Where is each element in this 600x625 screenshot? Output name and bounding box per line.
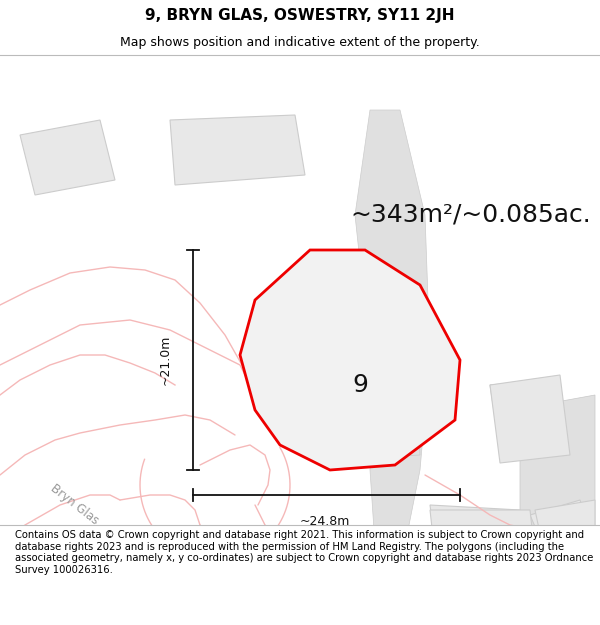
Polygon shape — [355, 110, 430, 545]
Polygon shape — [530, 500, 595, 550]
Polygon shape — [270, 545, 490, 580]
Text: 9, BRYN GLAS, OSWESTRY, SY11 2JH: 9, BRYN GLAS, OSWESTRY, SY11 2JH — [145, 8, 455, 23]
Polygon shape — [490, 375, 570, 463]
Polygon shape — [240, 250, 460, 470]
Polygon shape — [430, 510, 535, 555]
Text: Map shows position and indicative extent of the property.: Map shows position and indicative extent… — [120, 36, 480, 49]
Polygon shape — [20, 120, 115, 195]
Polygon shape — [490, 380, 560, 450]
Polygon shape — [305, 325, 420, 460]
Text: Contains OS data © Crown copyright and database right 2021. This information is : Contains OS data © Crown copyright and d… — [15, 530, 593, 575]
Text: ~24.8m: ~24.8m — [300, 515, 350, 528]
Text: Bryn Glas: Bryn Glas — [49, 482, 101, 528]
Polygon shape — [535, 500, 595, 557]
Text: ~21.0m: ~21.0m — [158, 335, 172, 385]
Polygon shape — [520, 395, 595, 580]
Text: 9: 9 — [352, 373, 368, 397]
Polygon shape — [430, 505, 525, 545]
Text: ~343m²/~0.085ac.: ~343m²/~0.085ac. — [350, 203, 591, 227]
Polygon shape — [170, 115, 305, 185]
